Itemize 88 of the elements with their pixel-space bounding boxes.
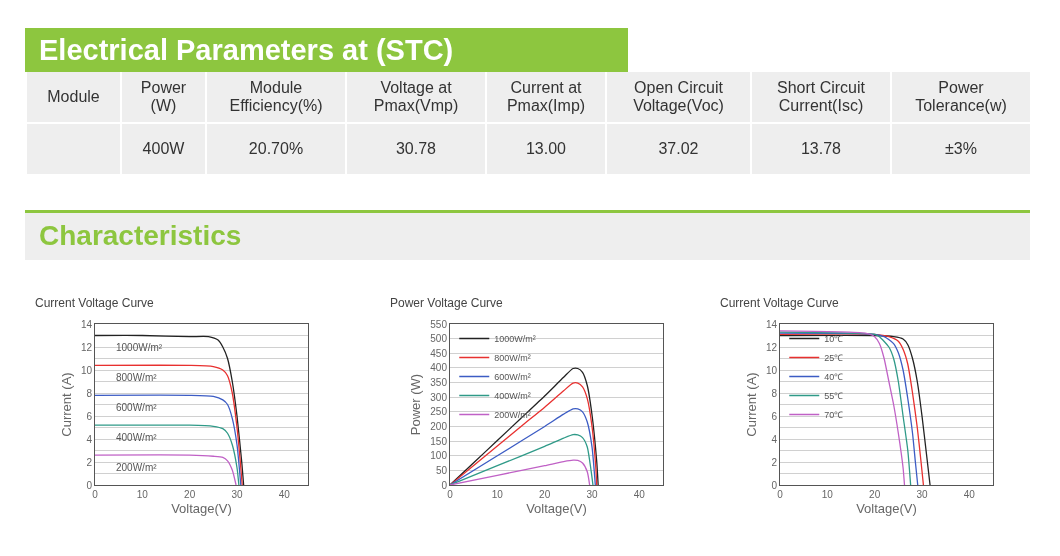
category-label: Voltage at Pmax(Vmp) [372, 79, 460, 115]
y-tick-label: 2 [86, 456, 93, 468]
category-label: Module Efficiency(%) [228, 79, 324, 115]
y-tick-label: 12 [765, 341, 778, 353]
text: 20.70% [248, 140, 304, 157]
series-label: 600W/m² [116, 402, 158, 413]
y-tick-label: 6 [771, 410, 778, 422]
x-tick-label: 20 [184, 489, 196, 500]
y-tick-label: 500 [430, 333, 448, 345]
y-tick-label: 100 [430, 450, 448, 462]
y-axis-title: Power (W) [408, 373, 424, 436]
y-tick-label: 10 [765, 364, 778, 376]
x-axis-title: Voltage(V) [171, 500, 232, 516]
legend-label: 10℃ [824, 334, 844, 345]
y-tick-label: 4 [86, 433, 93, 445]
y-tick-label: 14 [765, 318, 778, 330]
y-tick-label: 2 [771, 456, 778, 468]
y-tick-label: 450 [430, 347, 448, 359]
y-tick-label: 0 [771, 479, 778, 491]
x-tick-label: 30 [586, 489, 598, 500]
x-tick-label: 10 [136, 489, 149, 500]
y-tick-label: 50 [435, 464, 448, 476]
category-label: Current at Pmax(Imp) [505, 79, 587, 115]
legend-label: 600W/m² [494, 372, 531, 383]
x-tick-label: 40 [633, 489, 646, 500]
text: Characteristics [25, 210, 1030, 260]
y-tick-label: 200 [430, 420, 448, 432]
x-tick-label: 20 [539, 489, 551, 500]
text: ±3% [945, 140, 977, 157]
category-label: Power Tolerance(w) [914, 79, 1008, 115]
x-tick-label: 10 [491, 489, 504, 500]
text: 30.78 [395, 140, 437, 157]
y-tick-label: 0 [441, 479, 448, 491]
category-label: Short Circuit Current(Isc) [776, 79, 866, 115]
y-tick-label: 10 [80, 364, 93, 376]
y-tick-label: 12 [80, 341, 93, 353]
line-series [450, 459, 591, 485]
x-tick-label: 30 [231, 489, 243, 500]
line-series [95, 364, 243, 485]
y-tick-label: 250 [430, 406, 448, 418]
y-tick-label: 8 [771, 387, 778, 399]
x-tick-label: 40 [963, 489, 976, 500]
text: 13.78 [800, 140, 842, 157]
x-axis-title: Voltage(V) [856, 500, 917, 516]
line-series [450, 408, 596, 485]
text: 37.02 [658, 140, 699, 157]
y-tick-label: 150 [430, 435, 448, 447]
line-series [95, 424, 240, 485]
line-series [450, 433, 594, 485]
legend-label: 400W/m² [494, 391, 531, 402]
y-axis-title: Current (A) [743, 372, 759, 437]
y-tick-label: 0 [86, 479, 93, 491]
line-series [95, 454, 237, 485]
legend-label: 800W/m² [494, 353, 531, 364]
text: Electrical Parameters at (STC) [25, 28, 628, 72]
category-label: Module [46, 88, 101, 106]
legend-label: 1000W/m² [494, 334, 536, 345]
x-tick-label: 20 [869, 489, 881, 500]
category-label: Power (W) [139, 79, 188, 115]
x-tick-label: 10 [821, 489, 834, 500]
line-series [95, 334, 245, 485]
y-axis-title: Current (A) [58, 372, 74, 437]
x-axis-title: Voltage(V) [526, 500, 587, 516]
y-tick-label: 8 [86, 387, 93, 399]
y-tick-label: 350 [430, 377, 448, 389]
category-label: Open Circuit Voltage(Voc) [632, 79, 725, 115]
x-tick-label: 30 [916, 489, 928, 500]
y-tick-label: 550 [430, 318, 448, 330]
y-tick-label: 300 [430, 391, 448, 403]
legend-label: 25℃ [824, 353, 844, 364]
legend-label: 70℃ [824, 410, 844, 421]
y-tick-label: 400 [430, 362, 448, 374]
text: 400W [142, 140, 185, 157]
series-label: 400W/m² [116, 432, 158, 443]
series-label: 1000W/m² [116, 342, 163, 353]
y-tick-label: 4 [771, 433, 778, 445]
chart-title: Power Voltage Curve [390, 296, 504, 311]
chart-title: Current Voltage Curve [720, 296, 840, 311]
chart-title: Current Voltage Curve [35, 296, 155, 311]
x-tick-label: 40 [278, 489, 291, 500]
legend-label: 55℃ [824, 391, 844, 402]
y-tick-label: 14 [80, 318, 93, 330]
series-label: 200W/m² [116, 462, 158, 473]
line-series [95, 394, 242, 485]
text: 13.00 [525, 140, 567, 157]
series-label: 800W/m² [116, 372, 158, 383]
y-tick-label: 6 [86, 410, 93, 422]
legend-label: 40℃ [824, 372, 844, 383]
